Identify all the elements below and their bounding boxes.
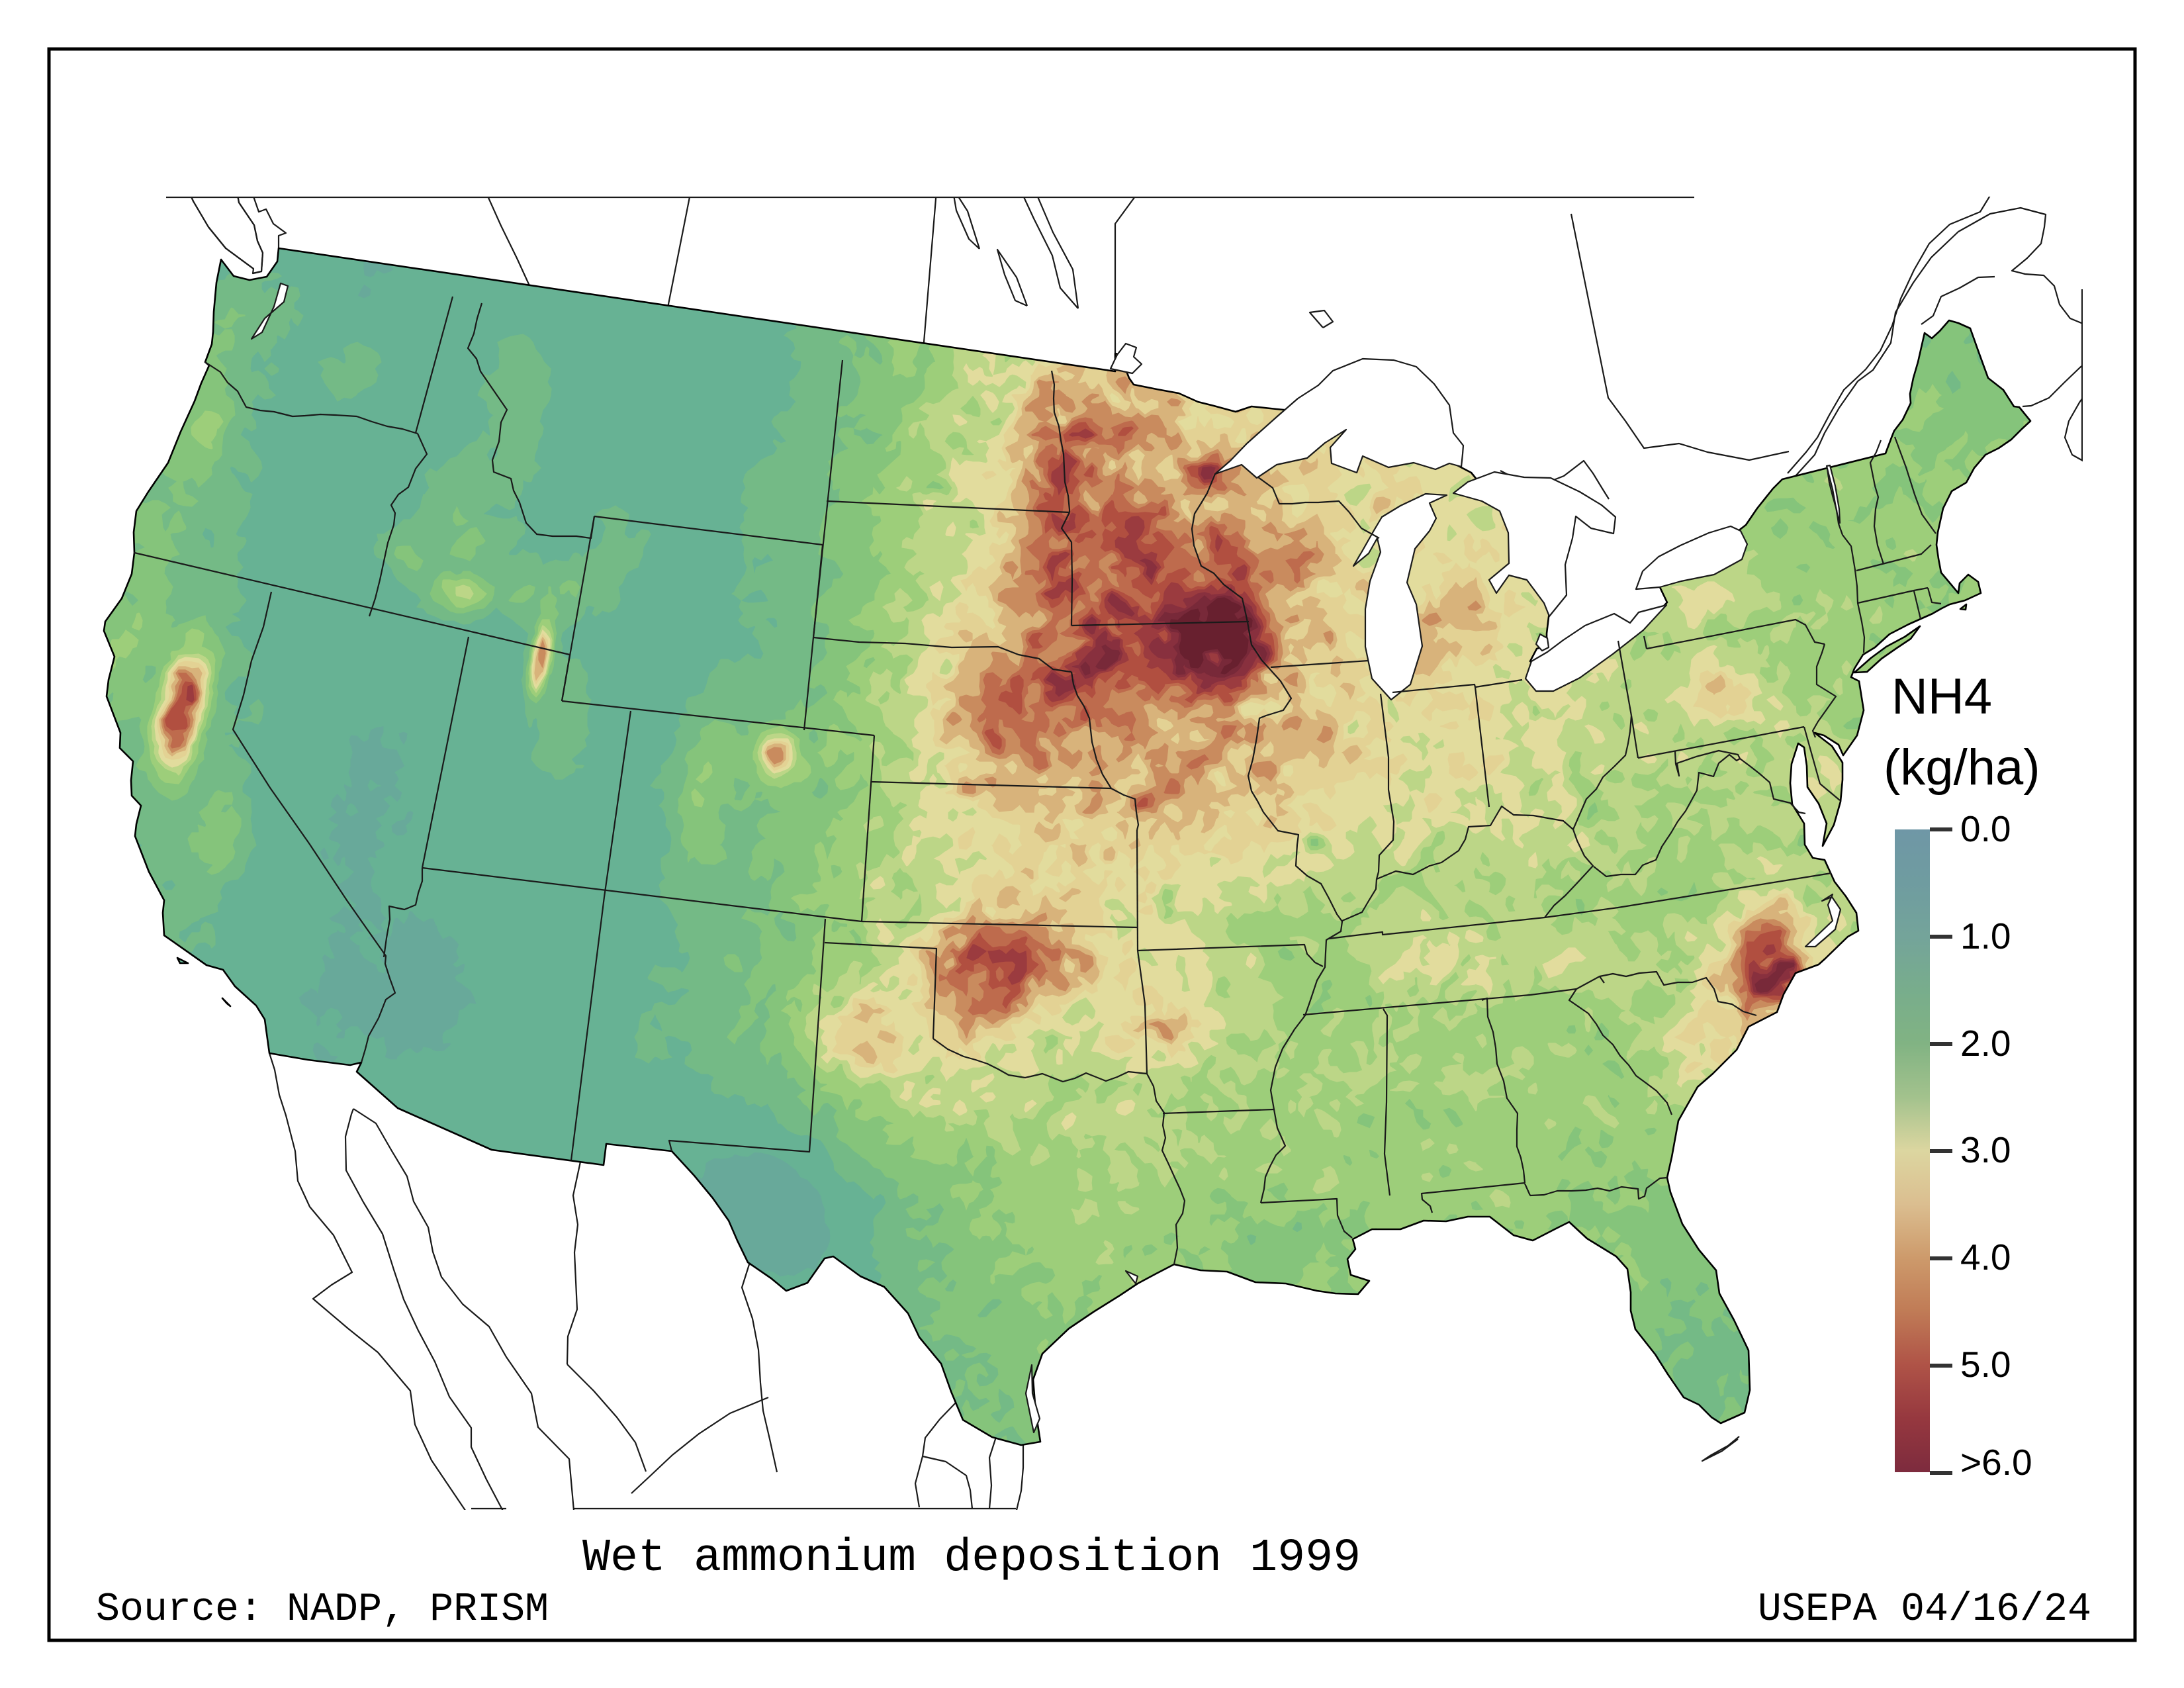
- svg-text:0.0: 0.0: [1960, 808, 2011, 849]
- svg-text:Source: NADP, PRISM: Source: NADP, PRISM: [96, 1587, 549, 1632]
- svg-text:>6.0: >6.0: [1960, 1442, 2032, 1483]
- svg-text:(kg/ha): (kg/ha): [1884, 739, 2040, 796]
- svg-text:1.0: 1.0: [1960, 915, 2011, 957]
- svg-text:4.0: 4.0: [1960, 1237, 2011, 1278]
- svg-text:USEPA 04/16/24: USEPA 04/16/24: [1758, 1587, 2091, 1632]
- svg-text:3.0: 3.0: [1960, 1129, 2011, 1170]
- svg-text:5.0: 5.0: [1960, 1344, 2011, 1385]
- svg-text:NH4: NH4: [1891, 669, 1992, 725]
- svg-text:2.0: 2.0: [1960, 1023, 2011, 1064]
- svg-text:Wet ammonium deposition 1999: Wet ammonium deposition 1999: [582, 1532, 1361, 1585]
